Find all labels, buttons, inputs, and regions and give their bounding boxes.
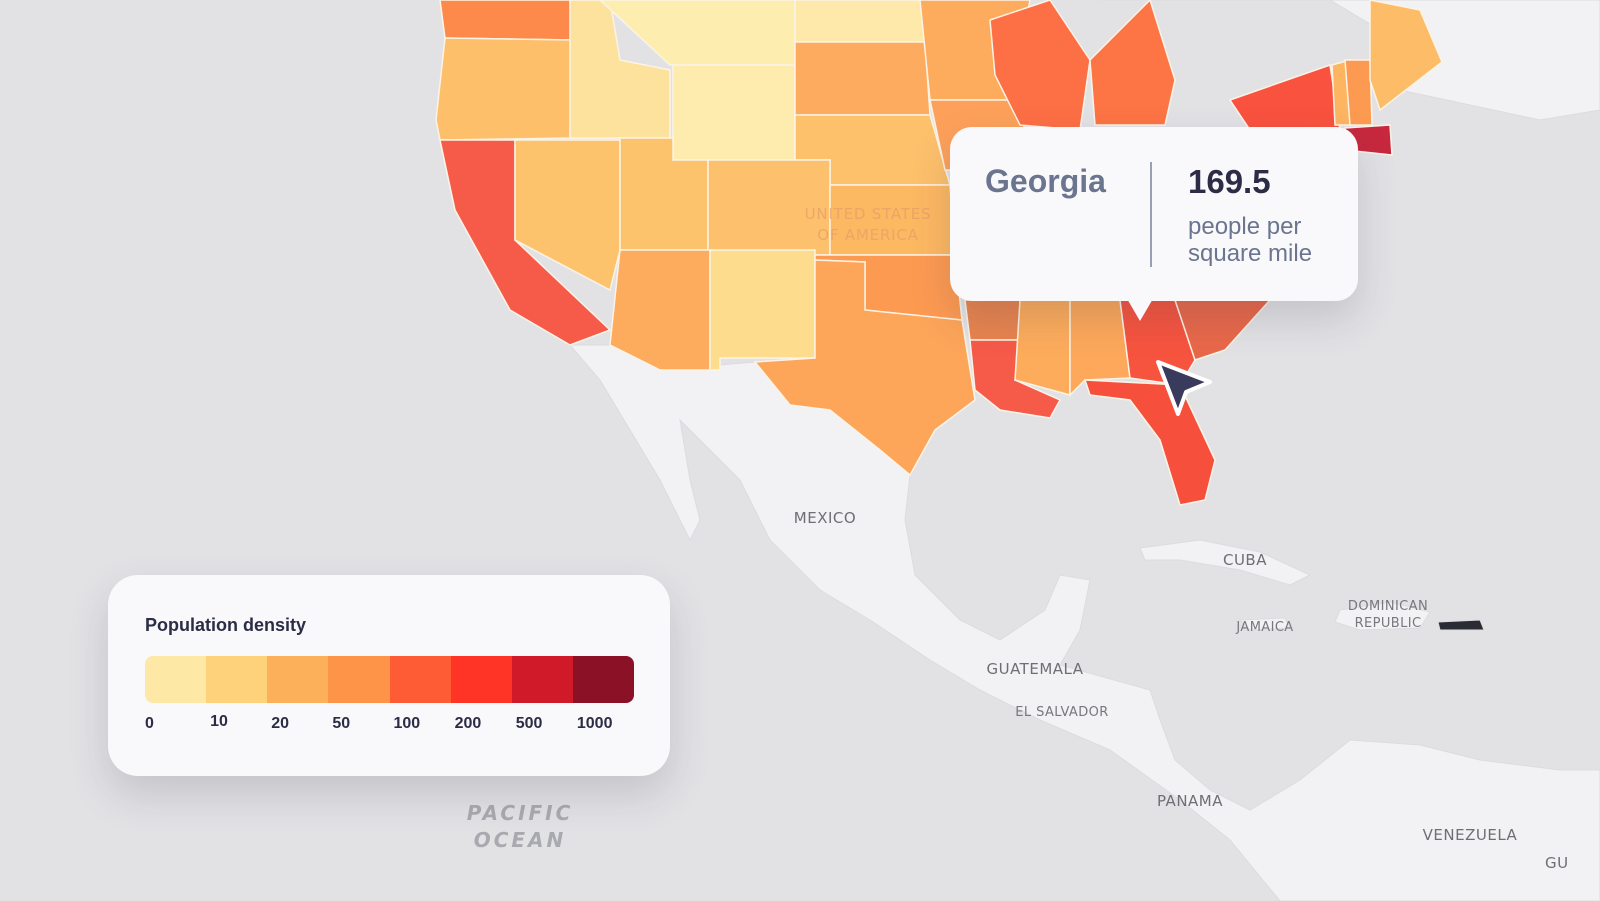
tooltip-divider [1150,162,1152,267]
cuba-island [1139,539,1312,586]
state [1089,0,1176,126]
ocean-label: OCEAN [474,828,567,852]
tooltip-unit-line: people per [1188,213,1302,240]
state [439,0,573,41]
state [569,0,671,139]
legend-swatch [206,656,268,703]
tooltip-value: 169.5 [1188,163,1271,200]
legend: Population density 0 10 20 50 100 200 500 1000 [108,575,670,776]
place-label: VENEZUELA [1423,826,1518,844]
country-label: OF AMERICA [817,226,918,244]
place-label: JAMAICA [1235,620,1293,635]
place-label: EL SALVADOR [1015,705,1108,720]
state [753,259,976,477]
legend-tick-label: 100 [393,715,421,732]
legend-tick-label: 20 [271,715,290,732]
tooltip-unit: people per square mile [1188,213,1312,267]
state [794,41,931,116]
hispaniola [1334,601,1431,631]
jamaica-island [1238,617,1291,631]
place-label: PANAMA [1157,792,1223,810]
place-label: REPUBLIC [1355,616,1422,631]
state [1083,379,1216,506]
legend-title: Population density [145,615,307,635]
legend-tick-label: 200 [454,715,482,732]
tooltip-unit-line: square mile [1188,240,1313,267]
legend-swatch [572,656,634,703]
state [435,37,573,141]
legend-swatch [145,656,207,703]
state [1369,0,1443,112]
state [514,139,621,292]
legend-swatch [511,656,573,703]
place-label: GUATEMALA [986,660,1083,678]
place-label: DOMINICAN [1348,599,1428,614]
state [1344,59,1373,126]
legend-tick-label: 50 [332,715,351,732]
tooltip-state: Georgia [985,163,1106,199]
legend-tick-label: 10 [210,713,228,730]
place-label: GU [1545,854,1569,872]
legend-swatch [267,656,329,703]
state [964,299,1021,341]
legend-bar [145,656,634,703]
state [1228,63,1341,131]
place-label: CUBA [1223,551,1267,569]
puerto-rico [1437,619,1485,631]
place-label: MEXICO [794,509,856,527]
legend-tick-label: 1000 [576,715,613,732]
ocean-label: PACIFIC [467,801,574,825]
state [609,249,711,371]
land [568,0,1600,901]
legend-swatch [389,656,451,703]
legend-swatch [450,656,512,703]
country-label: UNITED STATES [805,205,932,223]
state [709,249,816,371]
state [598,0,796,66]
mexico-central-america [568,344,1600,901]
legend-tick-label: 0 [145,715,154,732]
canada [1100,0,1600,121]
tooltip-pointer [1126,297,1154,321]
tooltip: Georgia 169.5 people per square mile [950,127,1358,321]
state [794,0,926,43]
legend-ticks: 0 10 20 50 100 200 500 1000 [145,713,634,735]
legend-tick-label: 500 [515,715,543,732]
cursor [1156,360,1212,416]
legend-swatch [328,656,390,703]
state [672,64,796,161]
state [1014,299,1071,396]
